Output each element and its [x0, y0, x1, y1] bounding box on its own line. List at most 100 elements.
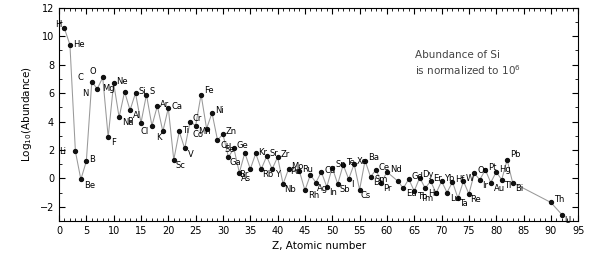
Point: [114, 115, 124, 119]
Text: In: In: [330, 188, 337, 197]
Point: [333, 182, 342, 186]
Text: Y: Y: [275, 170, 280, 179]
Text: Cd: Cd: [324, 166, 335, 175]
Text: Th: Th: [553, 195, 564, 204]
Text: Ge: Ge: [237, 141, 248, 150]
Point: [503, 158, 512, 162]
Text: Ru: Ru: [302, 165, 313, 174]
Point: [421, 186, 430, 190]
Point: [437, 179, 446, 183]
Point: [278, 182, 288, 186]
Point: [93, 87, 102, 91]
Point: [87, 80, 97, 84]
Point: [218, 132, 228, 136]
Text: Al: Al: [133, 111, 141, 120]
Point: [76, 177, 86, 181]
Point: [273, 155, 283, 159]
Point: [393, 179, 402, 183]
Point: [355, 188, 364, 192]
Text: Ir: Ir: [483, 181, 489, 190]
Point: [180, 146, 189, 151]
Text: Gd: Gd: [412, 172, 424, 181]
Text: Ti: Ti: [182, 125, 189, 135]
Point: [147, 124, 156, 128]
Text: Te: Te: [346, 158, 355, 166]
Text: K: K: [156, 133, 162, 141]
Point: [557, 213, 566, 217]
Text: Cl: Cl: [141, 127, 149, 136]
Point: [153, 104, 162, 108]
Text: Ni: Ni: [215, 106, 224, 115]
Point: [142, 92, 151, 97]
Point: [470, 171, 479, 175]
Text: Ce: Ce: [379, 163, 390, 171]
Point: [109, 81, 119, 85]
Point: [508, 180, 517, 185]
Point: [262, 154, 271, 158]
Text: Na: Na: [122, 118, 133, 127]
Point: [224, 155, 233, 159]
Point: [464, 192, 474, 196]
Text: Si: Si: [138, 87, 146, 96]
Text: Be: Be: [84, 180, 95, 190]
Text: Os: Os: [477, 166, 488, 175]
Point: [344, 177, 353, 181]
Point: [120, 90, 129, 94]
Point: [399, 186, 408, 190]
Text: F: F: [111, 138, 116, 147]
Point: [81, 159, 91, 163]
Point: [546, 200, 556, 205]
Text: Nb: Nb: [284, 185, 296, 194]
Text: Pb: Pb: [510, 150, 520, 159]
Text: Tb: Tb: [417, 192, 427, 201]
Point: [163, 106, 173, 110]
Point: [360, 158, 370, 163]
Point: [229, 146, 238, 151]
Point: [196, 92, 206, 97]
Point: [377, 180, 386, 185]
Text: Xe: Xe: [357, 157, 368, 166]
Text: S: S: [149, 87, 155, 96]
Point: [295, 169, 304, 173]
Y-axis label: Log$_{10}$(Abundance): Log$_{10}$(Abundance): [20, 67, 34, 162]
Text: Lu: Lu: [450, 194, 460, 203]
Point: [240, 151, 250, 155]
Text: Bi: Bi: [516, 184, 524, 193]
Text: Rh: Rh: [308, 191, 319, 200]
Text: Kr: Kr: [258, 148, 267, 156]
Point: [169, 158, 179, 162]
Point: [404, 177, 414, 181]
Text: Ca: Ca: [171, 102, 182, 111]
Point: [382, 170, 392, 174]
Text: Pt: Pt: [488, 163, 496, 171]
Point: [245, 167, 255, 171]
Text: P: P: [127, 117, 133, 126]
Point: [426, 179, 435, 183]
Text: O: O: [89, 67, 96, 77]
Point: [448, 180, 457, 184]
Point: [409, 189, 419, 193]
Point: [207, 111, 217, 115]
Text: Zr: Zr: [280, 150, 290, 159]
Text: Se: Se: [225, 145, 235, 154]
Text: Yb: Yb: [444, 174, 455, 183]
Point: [306, 173, 315, 177]
Point: [497, 178, 506, 182]
Text: Cs: Cs: [361, 191, 371, 200]
Text: Pd: Pd: [290, 168, 301, 176]
Point: [202, 127, 211, 131]
Text: Ne: Ne: [116, 77, 128, 86]
Text: N: N: [83, 89, 89, 98]
Text: Ho: Ho: [428, 189, 440, 198]
Point: [71, 149, 80, 153]
Text: Tm: Tm: [420, 194, 433, 203]
Text: Pr: Pr: [383, 184, 391, 193]
Text: Zn: Zn: [226, 127, 237, 136]
Point: [131, 91, 140, 95]
Point: [175, 129, 184, 134]
Text: Ga: Ga: [230, 158, 241, 167]
Text: I: I: [352, 180, 354, 189]
Point: [98, 75, 107, 80]
Text: Re: Re: [470, 195, 481, 204]
Text: Hf: Hf: [455, 175, 465, 184]
